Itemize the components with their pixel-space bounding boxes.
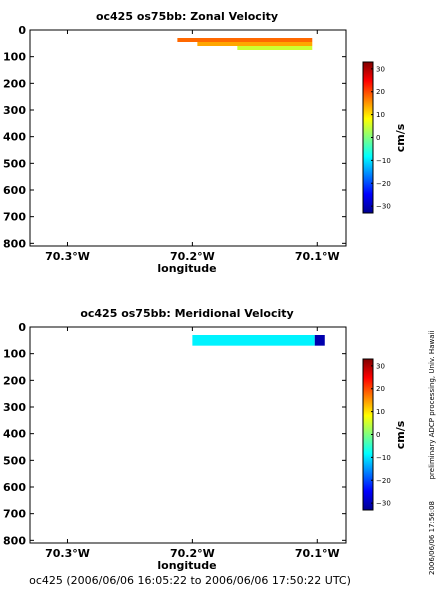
- zonal-x-ticks: 70.3°W 70.2°W 70.1°W: [45, 30, 340, 263]
- meridional-velocity-cell: [192, 335, 315, 346]
- zonal-colorbar-tick-label: −10: [376, 157, 391, 165]
- zonal-colorbar-ticks: 30 20 10 0 −10 −20 −30: [371, 65, 391, 211]
- zonal-x-tick-label: 70.1°W: [295, 250, 340, 263]
- meridional-y-tick-label: 700: [3, 508, 26, 521]
- zonal-y-tick-label: 200: [3, 77, 26, 90]
- zonal-colorbar-tick-label: 20: [376, 88, 385, 96]
- meridional-velocity-cell: [314, 335, 325, 346]
- zonal-title: oc425 os75bb: Zonal Velocity: [96, 10, 278, 23]
- meridional-colorbar-tick-label: −30: [376, 500, 391, 508]
- meridional-colorbar-label: cm/s: [394, 420, 407, 449]
- zonal-velocity-cell: [197, 42, 313, 46]
- zonal-x-tick-label: 70.2°W: [170, 250, 215, 263]
- meridional-colorbar-tick-label: 10: [376, 408, 385, 416]
- meridional-y-tick-label: 600: [3, 481, 26, 494]
- zonal-y-tick-label: 300: [3, 104, 26, 117]
- meridional-y-tick-label: 300: [3, 401, 26, 414]
- zonal-velocity-cell: [177, 38, 313, 42]
- zonal-colorbar-tick-label: −30: [376, 203, 391, 211]
- cruise-time-range: oc425 (2006/06/06 16:05:22 to 2006/06/06…: [29, 574, 351, 587]
- meridional-y-ticks: 0 100 200 300 400 500 600 700 800: [3, 321, 346, 547]
- meridional-colorbar-tick-label: −10: [376, 454, 391, 462]
- meridional-x-tick-label: 70.3°W: [45, 547, 90, 560]
- zonal-y-tick-label: 400: [3, 131, 26, 144]
- meridional-colorbar-tick-label: −20: [376, 477, 391, 485]
- zonal-plot-frame: [29, 29, 347, 247]
- zonal-colorbar-tick-label: −20: [376, 180, 391, 188]
- zonal-y-tick-label: 500: [3, 157, 26, 170]
- meridional-colorbar-ticks: 30 20 10 0 −10 −20 −30: [371, 362, 391, 508]
- processing-note: preliminary ADCP processing, Univ. Hawai…: [428, 331, 436, 480]
- zonal-x-tick-label: 70.3°W: [45, 250, 90, 263]
- meridional-colorbar-tick-label: 30: [376, 362, 385, 370]
- zonal-y-ticks: 0 100 200 300 400 500 600 700 800: [3, 24, 346, 250]
- meridional-y-tick-label: 100: [3, 348, 26, 361]
- zonal-colorbar-tick-label: 10: [376, 111, 385, 119]
- meridional-y-tick-label: 0: [18, 321, 26, 334]
- meridional-y-tick-label: 200: [3, 374, 26, 387]
- meridional-colorbar-tick-label: 0: [376, 431, 380, 439]
- zonal-colorbar-tick-label: 0: [376, 134, 380, 142]
- meridional-velocity-plot: oc425 os75bb: Meridional Velocity 010020…: [3, 307, 407, 572]
- meridional-title: oc425 os75bb: Meridional Velocity: [80, 307, 293, 320]
- meridional-x-axis-label: longitude: [157, 559, 216, 572]
- zonal-y-tick-label: 800: [3, 237, 26, 250]
- meridional-x-tick-label: 70.2°W: [170, 547, 215, 560]
- zonal-velocity-plot: oc425 os75bb: Zonal Velocity 01002003004…: [3, 10, 407, 275]
- meridional-y-tick-label: 500: [3, 454, 26, 467]
- meridional-sections: [192, 335, 325, 346]
- zonal-y-tick-label: 100: [3, 51, 26, 64]
- zonal-y-tick-label: 0: [18, 24, 26, 37]
- zonal-x-axis-label: longitude: [157, 262, 216, 275]
- zonal-y-tick-label: 700: [3, 211, 26, 224]
- zonal-velocity-cell: [237, 46, 313, 50]
- zonal-colorbar-tick-label: 30: [376, 65, 385, 73]
- meridional-y-tick-label: 800: [3, 534, 26, 547]
- zonal-colorbar-label: cm/s: [394, 123, 407, 152]
- processing-timestamp: 2006/06/06 17:56:08: [428, 501, 436, 575]
- meridional-y-tick-label: 400: [3, 428, 26, 441]
- zonal-sections: [177, 38, 313, 50]
- meridional-x-ticks: 70.3°W 70.2°W 70.1°W: [45, 327, 340, 560]
- meridional-x-tick-label: 70.1°W: [295, 547, 340, 560]
- meridional-plot-frame: [29, 326, 347, 544]
- meridional-colorbar-tick-label: 20: [376, 385, 385, 393]
- zonal-y-tick-label: 600: [3, 184, 26, 197]
